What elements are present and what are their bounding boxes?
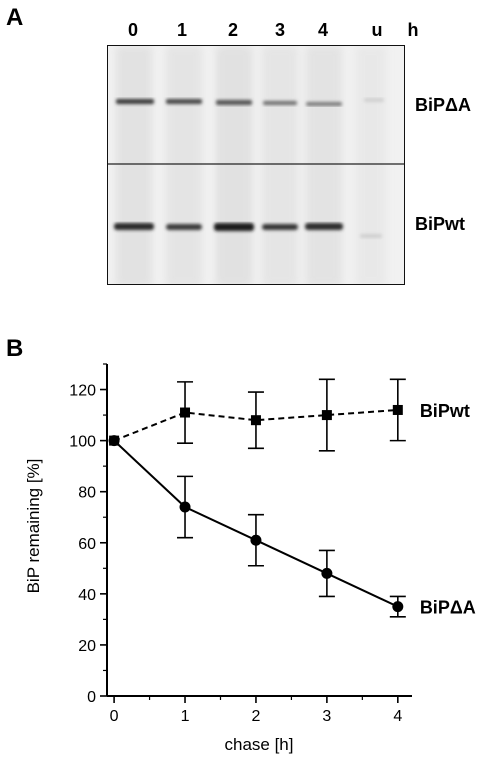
y-tick-label-120: 120 xyxy=(69,383,96,400)
band-wt-4 xyxy=(305,223,343,230)
data-point-circle-0 xyxy=(108,435,120,447)
panel-b-letter: B xyxy=(6,335,24,362)
band-dA-2 xyxy=(216,100,252,105)
x-tick-label-4: 4 xyxy=(393,708,402,725)
x-tick-label-3: 3 xyxy=(322,708,331,725)
data-point-square-3 xyxy=(321,410,332,421)
band-dA-1 xyxy=(166,99,202,104)
lane-label-0: 0 xyxy=(127,20,138,40)
chart-ticks: 0 20 40 60 80 100 120 0 1 2 3 4 xyxy=(69,363,402,725)
chart-axes xyxy=(106,364,412,697)
band-wt-0 xyxy=(114,223,154,230)
lane-label-3: 3 xyxy=(274,20,285,40)
data-point-circle-2 xyxy=(250,534,262,546)
series-0: BiPwt xyxy=(109,378,470,452)
data-point-circle-1 xyxy=(179,501,191,513)
y-tick-label-0: 0 xyxy=(87,689,96,706)
gel-image xyxy=(107,45,405,285)
y-axis-label: BiP remaining [%] xyxy=(24,459,43,594)
series-label-0: BiPwt xyxy=(420,401,470,421)
lane-label-4: 4 xyxy=(317,20,328,40)
y-tick-label-40: 40 xyxy=(78,587,96,604)
data-point-square-2 xyxy=(250,415,261,426)
x-tick-label-1: 1 xyxy=(181,708,190,725)
x-tick-label-2: 2 xyxy=(252,708,261,725)
y-tick-label-60: 60 xyxy=(78,536,96,553)
x-tick-label-0: 0 xyxy=(110,708,119,725)
gel-bands xyxy=(108,46,404,284)
chart-series: BiPwt BiPΔA xyxy=(108,378,476,618)
lane-label-1: 1 xyxy=(176,20,187,40)
band-wt-2 xyxy=(214,223,254,231)
y-tick-label-80: 80 xyxy=(78,485,96,502)
band-wt-1 xyxy=(166,224,202,230)
data-point-square-4 xyxy=(392,404,403,415)
panel-a-letter: A xyxy=(6,4,24,31)
data-point-square-1 xyxy=(180,407,191,418)
series-1: BiPΔA xyxy=(108,435,476,618)
lane-unit-label: h xyxy=(407,20,419,40)
series-label-1: BiPΔA xyxy=(420,598,476,618)
band-dA-0 xyxy=(116,99,154,104)
line-chart: 0 20 40 60 80 100 120 0 1 2 3 4 BiPwt BiPΔA chase [h… xyxy=(24,363,476,754)
band-label-bipwt: BiPwt xyxy=(415,214,466,234)
data-point-circle-3 xyxy=(321,567,333,579)
band-dA-3 xyxy=(263,101,297,105)
lane-label-u: u xyxy=(371,20,383,40)
y-tick-label-100: 100 xyxy=(69,434,96,451)
y-tick-label-20: 20 xyxy=(78,638,96,655)
lane-label-2: 2 xyxy=(227,20,238,40)
band-label-bipdA: BiPΔA xyxy=(415,95,471,115)
data-point-circle-4 xyxy=(392,601,404,613)
band-wt-3 xyxy=(262,224,298,230)
band-dA-4 xyxy=(306,102,342,106)
series-line-0 xyxy=(113,408,398,442)
x-axis-label: chase [h] xyxy=(225,735,294,754)
